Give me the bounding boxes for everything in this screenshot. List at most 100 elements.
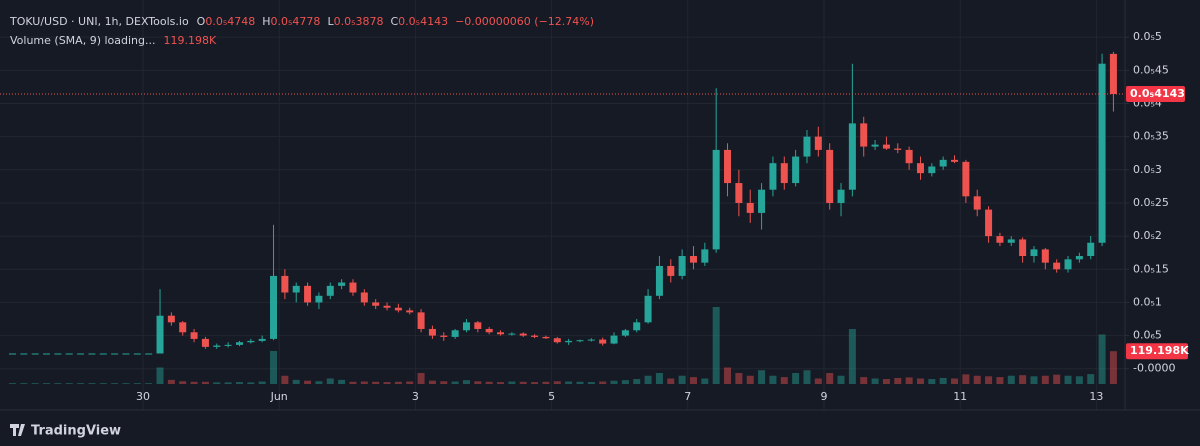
brand-logo [10, 424, 25, 436]
candle-body [939, 159, 947, 167]
candle-body [1098, 63, 1106, 243]
candle-body [905, 149, 913, 164]
candle-body [724, 149, 732, 184]
volume-bar [973, 375, 981, 384]
ohlc-label: O [197, 15, 206, 28]
volume-bar [860, 377, 868, 384]
candle-body [837, 189, 845, 203]
candle-body [519, 333, 527, 336]
candle-body [826, 149, 834, 203]
candle-body [576, 340, 584, 342]
y-tick-label: 0.0₅5 [1133, 30, 1162, 43]
candle-body [372, 302, 380, 306]
volume-bar [428, 380, 436, 384]
volume-bar [485, 381, 493, 384]
volume-bar [270, 351, 278, 384]
volume-bar [1041, 375, 1049, 384]
candle-body [531, 335, 539, 337]
volume-bar [1030, 376, 1038, 384]
candle-body [599, 339, 607, 344]
volume-bar [326, 378, 334, 384]
candle-body [508, 333, 516, 335]
candle-body [780, 163, 788, 184]
candle-body [235, 342, 243, 345]
candle-body [610, 335, 618, 344]
volume-bar [281, 375, 289, 384]
volume-bar [1098, 334, 1106, 384]
candle-body [803, 136, 811, 157]
volume-bar [621, 380, 629, 384]
volume-bar [179, 381, 187, 384]
x-tick-label: 9 [821, 390, 828, 403]
logo-mark [10, 424, 25, 436]
candle-body [304, 285, 312, 303]
candle-body [383, 305, 391, 308]
candle-body [65, 353, 73, 355]
candle-body [428, 328, 436, 336]
candle-body [338, 282, 346, 286]
volume-bar [258, 381, 266, 384]
volume-bar [769, 375, 777, 384]
volume-title: Volume (SMA, 9) loading... [10, 34, 156, 47]
volume-bar [667, 378, 675, 384]
candle-body [485, 328, 493, 333]
candle-body [882, 144, 890, 149]
candle-body [894, 148, 902, 150]
volume-bar [54, 383, 62, 384]
volume-bar [848, 329, 856, 384]
volume-bar [360, 381, 368, 384]
volume-bar [440, 381, 448, 384]
volume-bar [213, 382, 221, 384]
volume-bar [20, 383, 28, 384]
volume-bar [462, 380, 470, 384]
volume-bar [837, 375, 845, 384]
candle-body [973, 196, 981, 210]
candle-body [814, 136, 822, 150]
candle-body [190, 332, 198, 339]
candle-body [462, 322, 470, 331]
candle-body [270, 275, 278, 339]
candle-body [292, 285, 300, 293]
ohlc-label: C [390, 15, 398, 28]
candle-body [43, 353, 51, 355]
candle-body [406, 310, 414, 313]
candle-body [962, 161, 970, 197]
volume-bar [1087, 374, 1095, 384]
candle-body [735, 183, 743, 203]
price-tag-label: 0.0₅4143 [1130, 87, 1185, 100]
candle-body [928, 166, 936, 174]
volume-bar [655, 373, 663, 384]
volume-bar [31, 383, 39, 384]
volume-bar [894, 377, 902, 384]
volume-bar [916, 378, 924, 384]
ohlc-value: 0.0₅3878 [334, 15, 384, 28]
candle-body [179, 322, 187, 333]
volume-value: 119.198K [164, 34, 217, 47]
ohlc-value: 0.0₅4143 [398, 15, 448, 28]
volume-bar [951, 378, 959, 384]
volume-bar [565, 381, 573, 384]
candle-body [1075, 256, 1083, 260]
candle-body [8, 353, 16, 355]
volume-bar [576, 381, 584, 384]
volume-bar [814, 378, 822, 384]
volume-bar [735, 373, 743, 384]
candle-body [360, 292, 368, 303]
volume-bar [553, 381, 561, 384]
candle-body [667, 265, 675, 276]
volume-bar [882, 379, 890, 384]
candle-body [145, 353, 153, 355]
candle-body [848, 123, 856, 190]
ohlc-value: 0.0₅4778 [271, 15, 321, 28]
volume-bar [519, 381, 527, 384]
volume-bar [167, 379, 175, 384]
y-tick-label: 0.0₅25 [1133, 196, 1169, 209]
candle-body [156, 315, 164, 354]
candle-body [1064, 259, 1072, 270]
ohlc-label: H [262, 15, 270, 28]
volume-bar [156, 367, 164, 384]
volume-bar [201, 381, 209, 384]
candle-body [678, 256, 686, 276]
volume-bar [1064, 375, 1072, 384]
